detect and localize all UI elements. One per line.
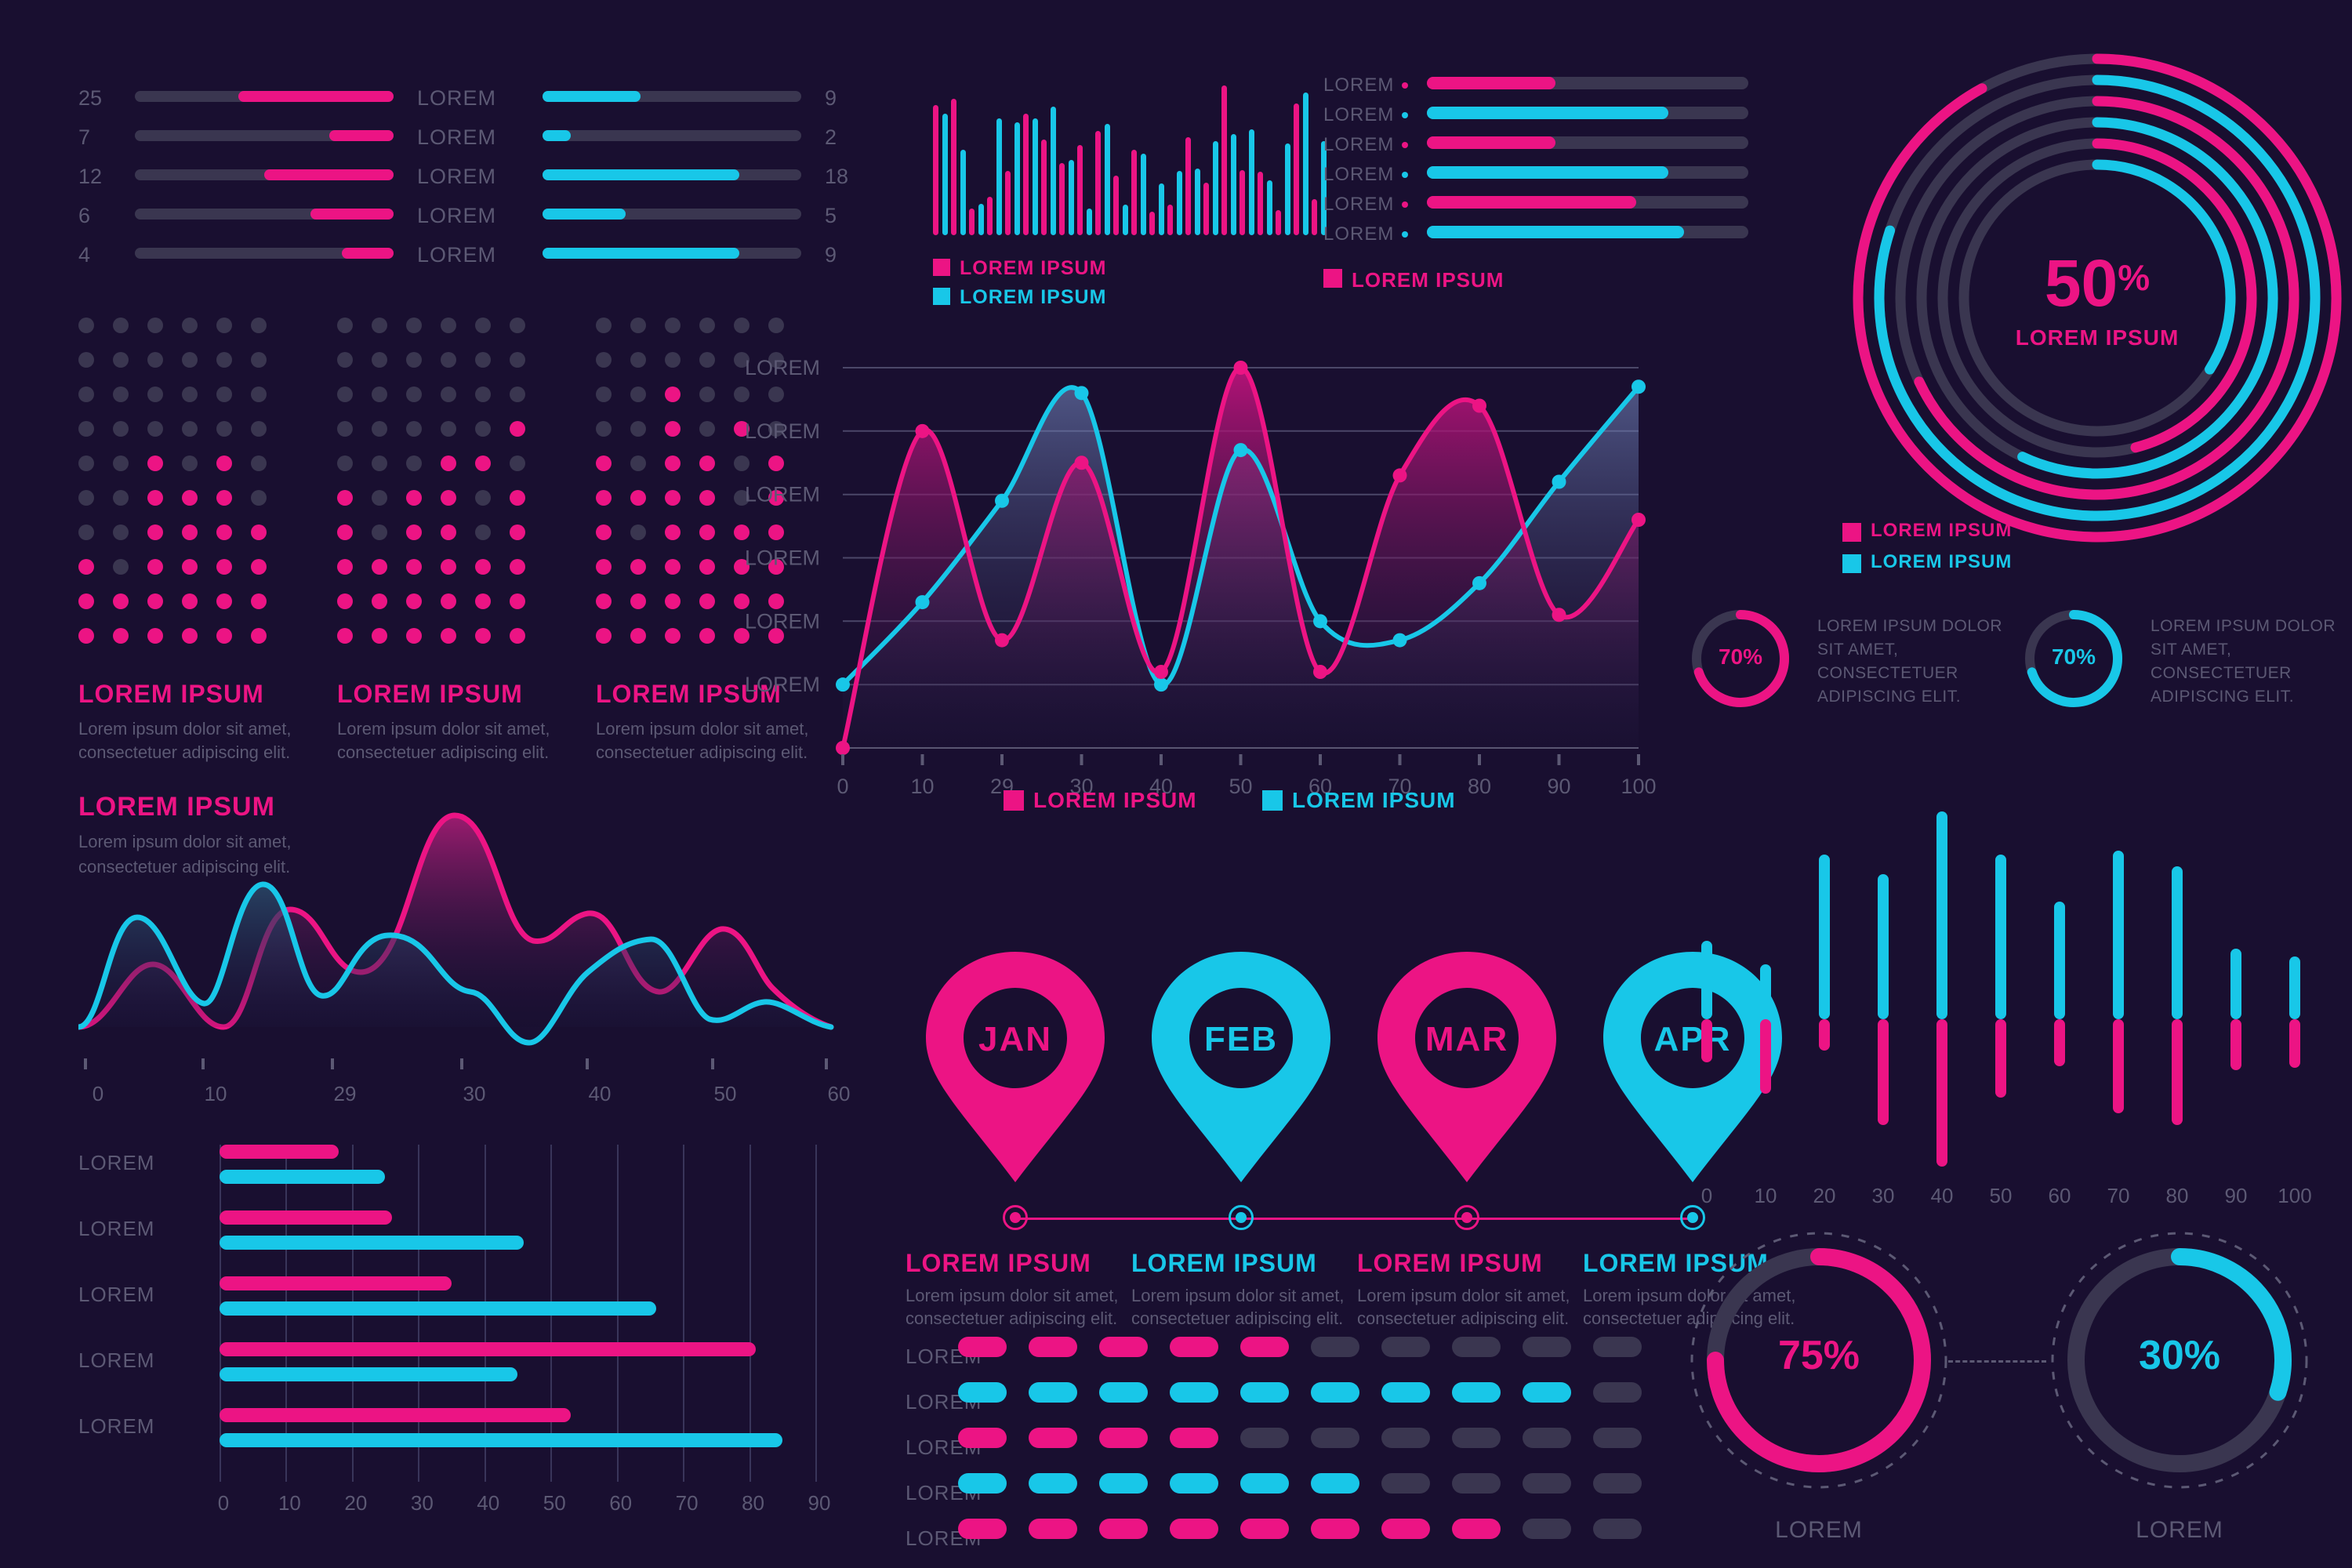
svg-text:MAR: MAR	[1425, 1020, 1508, 1058]
svg-text:LOREM: LOREM	[745, 483, 820, 506]
svg-text:LOREM: LOREM	[745, 673, 820, 696]
svg-text:LOREM: LOREM	[745, 419, 820, 443]
svg-text:LOREM: LOREM	[745, 546, 820, 570]
svg-text:LOREM: LOREM	[745, 609, 820, 633]
svg-text:10: 10	[910, 775, 934, 798]
svg-text:50: 50	[1229, 775, 1252, 798]
svg-text:90: 90	[1547, 775, 1570, 798]
svg-text:80: 80	[1468, 775, 1491, 798]
svg-text:0: 0	[837, 775, 848, 798]
svg-text:100: 100	[1621, 775, 1656, 798]
svg-text:LOREM: LOREM	[745, 356, 820, 379]
svg-text:FEB: FEB	[1204, 1020, 1278, 1058]
